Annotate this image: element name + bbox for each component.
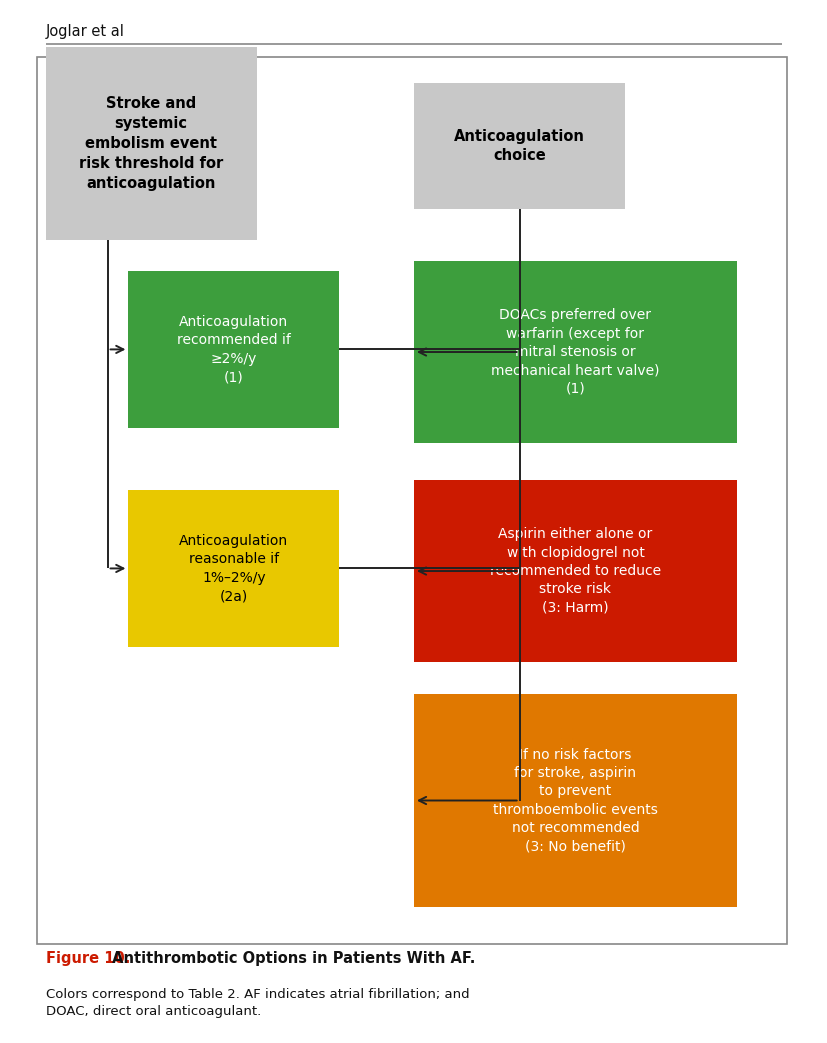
Text: Anticoagulation
choice: Anticoagulation choice — [453, 128, 585, 164]
Text: Antithrombotic Options in Patients With AF.: Antithrombotic Options in Patients With … — [107, 951, 475, 966]
Text: Aspirin either alone or
with clopidogrel not
recommended to reduce
stroke risk
(: Aspirin either alone or with clopidogrel… — [490, 528, 660, 614]
Text: If no risk factors
for stroke, aspirin
to prevent
thromboembolic events
not reco: If no risk factors for stroke, aspirin t… — [492, 748, 657, 853]
Text: Anticoagulation
reasonable if
1%–2%/y
(2a): Anticoagulation reasonable if 1%–2%/y (2… — [179, 534, 288, 603]
FancyBboxPatch shape — [128, 271, 339, 428]
Text: DOACs preferred over
warfarin (except for
mitral stenosis or
mechanical heart va: DOACs preferred over warfarin (except fo… — [490, 309, 659, 395]
Text: Anticoagulation
recommended if
≥2%/y
(1): Anticoagulation recommended if ≥2%/y (1) — [177, 315, 290, 384]
FancyBboxPatch shape — [128, 490, 339, 647]
Text: Stroke and
systemic
embolism event
risk threshold for
anticoagulation: Stroke and systemic embolism event risk … — [79, 96, 223, 191]
FancyBboxPatch shape — [414, 694, 736, 907]
FancyBboxPatch shape — [45, 47, 256, 240]
Text: Joglar et al: Joglar et al — [45, 24, 124, 39]
Text: Colors correspond to Table 2. AF indicates atrial fibrillation; and
DOAC, direct: Colors correspond to Table 2. AF indicat… — [45, 988, 469, 1018]
FancyBboxPatch shape — [414, 83, 624, 209]
Text: Figure 10.: Figure 10. — [45, 951, 130, 966]
FancyBboxPatch shape — [37, 57, 786, 944]
FancyBboxPatch shape — [414, 261, 736, 443]
FancyBboxPatch shape — [414, 480, 736, 662]
